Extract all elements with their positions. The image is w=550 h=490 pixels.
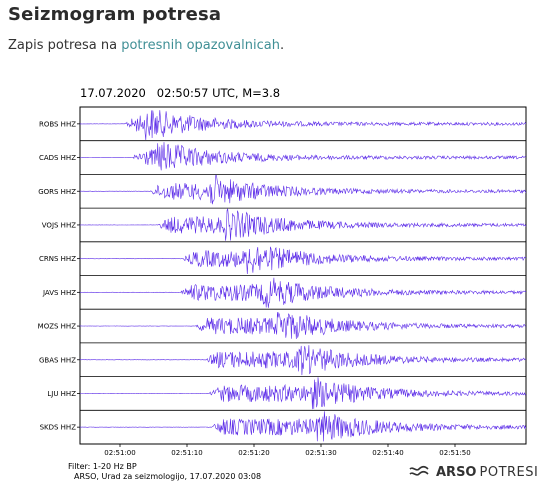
waveform-trace (79, 208, 527, 241)
waveform-trace (79, 277, 527, 308)
station-label: VOJS HHZ (42, 221, 76, 229)
time-tick-label: 02:51:10 (171, 449, 202, 457)
station-label: JAVS HHZ (42, 289, 76, 297)
time-tick-label: 02:51:40 (372, 449, 403, 457)
intro-text-end: . (280, 38, 285, 53)
time-tick-label: 02:51:50 (439, 449, 470, 457)
waveform-trace (79, 110, 527, 141)
waveform-trace (80, 377, 527, 410)
station-label: CADS HHZ (39, 154, 76, 162)
wave-logo-icon (409, 465, 429, 476)
seismogram-header: 17.07.2020 02:50:57 UTC, M=3.8 (80, 86, 281, 100)
time-tick-label: 02:51:30 (305, 449, 336, 457)
station-label: SKDS HHZ (40, 424, 77, 432)
station-label: CRNS HHZ (39, 255, 76, 263)
observatories-link[interactable]: potresnih opazovalnicah (121, 38, 280, 53)
waveform-trace (79, 246, 526, 275)
station-label: GBAS HHZ (39, 356, 76, 364)
intro-text: Zapis potresa na potresnih opazovalnicah… (8, 38, 284, 53)
station-label: ROBS HHZ (39, 120, 76, 128)
filter-note: Filter: 1-20 Hz BP (68, 462, 137, 471)
waveform-trace (79, 345, 526, 376)
intro-text-start: Zapis potresa na (8, 38, 122, 53)
page-title: Seizmogram potresa (8, 4, 222, 25)
station-label: GORS HHZ (38, 188, 76, 196)
arso-potresi-logo[interactable]: ARSO POTRESI (408, 460, 538, 484)
waveform-trace (79, 311, 527, 340)
waveform-trace (80, 142, 527, 171)
station-label: LJU HHZ (47, 390, 76, 398)
waveform-trace (79, 411, 527, 442)
logo-text-bold: ARSO (436, 464, 477, 480)
logo-text: POTRESI (479, 464, 539, 480)
waveform-trace (79, 174, 527, 205)
source-note: ARSO, Urad za seizmologijo, 17.07.2020 0… (74, 472, 262, 481)
time-tick-label: 02:51:20 (238, 449, 269, 457)
time-tick-label: 02:51:00 (104, 449, 135, 457)
station-label: MOZS HHZ (38, 323, 77, 331)
